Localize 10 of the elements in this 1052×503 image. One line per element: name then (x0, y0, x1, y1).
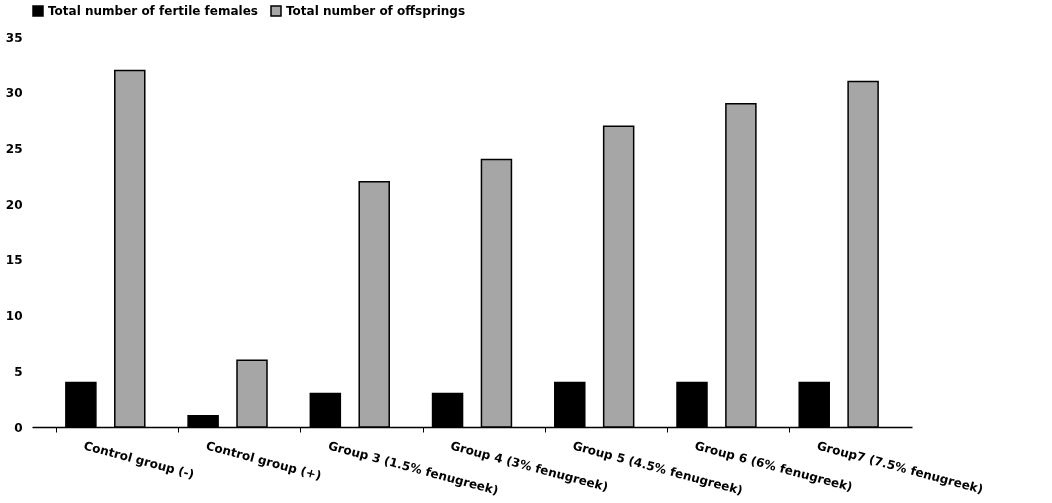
y-tick-label: 30 (5, 86, 23, 101)
y-tick-label: 10 (5, 309, 23, 324)
y-tick-label: 15 (5, 253, 23, 268)
y-tick-label: 35 (5, 30, 23, 45)
y-tick-label: 25 (5, 141, 23, 156)
y-tick-label: 20 (5, 197, 23, 212)
y-tick-label: 5 (14, 364, 23, 379)
y-tick-label: 0 (14, 420, 23, 435)
legend-label: Total number of offsprings (286, 4, 466, 18)
legend-label: Total number of fertile females (48, 4, 258, 18)
